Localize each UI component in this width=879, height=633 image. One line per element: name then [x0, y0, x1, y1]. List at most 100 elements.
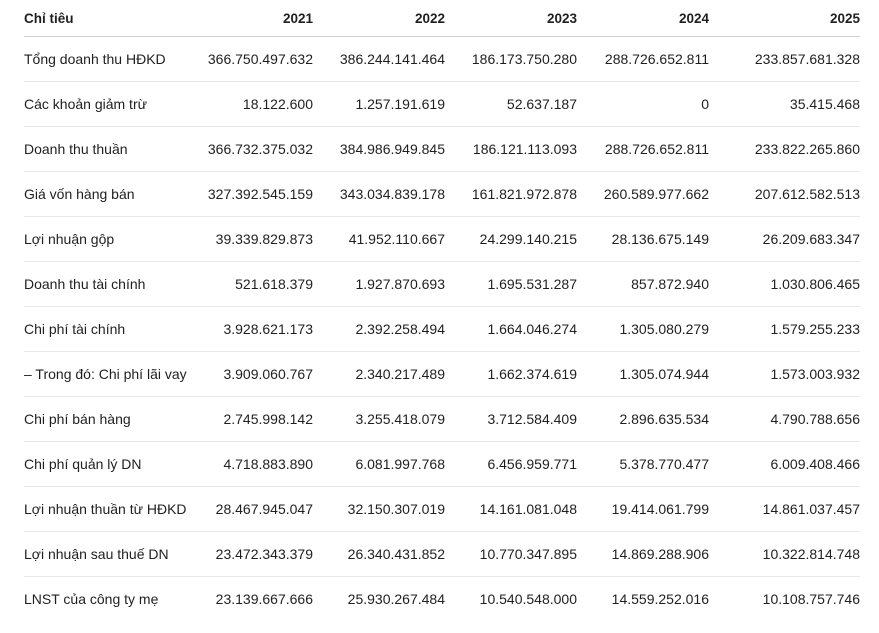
- value-cell: 10.108.757.746: [762, 591, 860, 607]
- value-cell: 26.209.683.347: [709, 216, 860, 262]
- value-cell: 521.618.379: [190, 261, 313, 307]
- label-cell: LNST của công ty mẹ: [24, 591, 159, 607]
- table-row: Lợi nhuận sau thuế DN 23.472.343.379 26.34…: [24, 531, 860, 577]
- value-cell: 19.414.061.799: [577, 486, 709, 532]
- table-row: Lợi nhuận thuần từ HĐKD 28.467.945.047 32.…: [24, 486, 860, 532]
- year-header: 2025: [709, 0, 860, 37]
- value-cell: 186.121.113.093: [445, 126, 577, 172]
- value-cell: 39.339.829.873: [190, 216, 313, 262]
- value-cell: 857.872.940: [577, 261, 709, 307]
- value-cell: 386.244.141.464: [313, 36, 445, 82]
- value-cell: 1.030.806.465: [709, 261, 860, 307]
- value-cell: 366.750.497.632: [190, 36, 313, 82]
- value-cell: 6.081.997.768: [313, 441, 445, 487]
- label-cell: Các khoản giảm trừ: [24, 81, 190, 127]
- value-cell: 28.136.675.149: [577, 216, 709, 262]
- value-cell: 2.745.998.142: [190, 396, 313, 442]
- table-head: Chỉ tiêu 2021 2022 2023 2024 2025: [24, 0, 860, 37]
- value-cell: 1.662.374.619: [445, 351, 577, 397]
- value-cell: 2.340.217.489: [313, 351, 445, 397]
- label-cell: Lợi nhuận gộp: [24, 216, 190, 262]
- table-row: Chi phí bán hàng 2.745.998.142 3.255.418.0…: [24, 396, 860, 442]
- label-cell: Giá vốn hàng bán: [24, 171, 190, 217]
- label-cell: Chi phí bán hàng: [24, 396, 190, 442]
- year-header: 2024: [577, 0, 709, 37]
- value-cell: 384.986.949.845: [313, 126, 445, 172]
- label-cell: Chi phí quản lý DN: [24, 441, 190, 487]
- value-cell: 4.718.883.890: [190, 441, 313, 487]
- table-row: Doanh thu tài chính 521.618.379 1.927.870.…: [24, 261, 860, 307]
- value-cell: 18.122.600: [190, 81, 313, 127]
- value-cell: 28.467.945.047: [190, 486, 313, 532]
- value-cell: 2.392.258.494: [313, 306, 445, 352]
- value-cell: 14.559.252.016: [611, 591, 709, 607]
- value-cell: 207.612.582.513: [709, 171, 860, 217]
- value-cell: 41.952.110.667: [313, 216, 445, 262]
- value-cell: 343.034.839.178: [313, 171, 445, 217]
- value-cell: 35.415.468: [709, 81, 860, 127]
- value-cell: 23.472.343.379: [190, 531, 313, 577]
- value-cell: 32.150.307.019: [313, 486, 445, 532]
- value-cell: 10.322.814.748: [709, 531, 860, 577]
- label-cell: – Trong đó: Chi phí lãi vay: [24, 351, 190, 397]
- value-cell: 0: [577, 81, 709, 127]
- table-row: Lợi nhuận gộp 39.339.829.873 41.952.110.66…: [24, 216, 860, 262]
- value-cell: 3.909.060.767: [190, 351, 313, 397]
- value-cell: 366.732.375.032: [190, 126, 313, 172]
- label-cell: Doanh thu thuần: [24, 126, 190, 172]
- value-cell: 3.255.418.079: [313, 396, 445, 442]
- table-row: Doanh thu thuần 366.732.375.032 384.986.94…: [24, 126, 860, 172]
- value-cell: 288.726.652.811: [577, 126, 709, 172]
- header-row: Chỉ tiêu 2021 2022 2023 2024 2025: [24, 0, 860, 37]
- year-header: 2022: [313, 0, 445, 37]
- value-cell: 1.305.080.279: [577, 306, 709, 352]
- value-cell: 1.927.870.693: [313, 261, 445, 307]
- value-cell: 5.378.770.477: [577, 441, 709, 487]
- value-cell: 1.579.255.233: [709, 306, 860, 352]
- value-cell: 327.392.545.159: [190, 171, 313, 217]
- label-cell: Tổng doanh thu HĐKD: [24, 36, 190, 82]
- data-table: Chỉ tiêu 2021 2022 2023 2024 2025 Tổng doanh …: [24, 0, 860, 621]
- value-cell: 4.790.788.656: [709, 396, 860, 442]
- value-cell: 233.857.681.328: [709, 36, 860, 82]
- value-cell: 6.456.959.771: [445, 441, 577, 487]
- value-cell: 52.637.187: [445, 81, 577, 127]
- value-cell: 14.869.288.906: [577, 531, 709, 577]
- value-cell: 14.161.081.048: [445, 486, 577, 532]
- label-cell: Lợi nhuận thuần từ HĐKD: [24, 486, 190, 532]
- label-cell: Chi phí tài chính: [24, 306, 190, 352]
- value-cell: 2.896.635.534: [577, 396, 709, 442]
- value-cell: 10.540.548.000: [479, 591, 577, 607]
- value-cell: 186.173.750.280: [445, 36, 577, 82]
- value-cell: 288.726.652.811: [577, 36, 709, 82]
- value-cell: 25.930.267.484: [347, 591, 445, 607]
- table-row: Các khoản giảm trừ 18.122.600 1.257.191.61…: [24, 81, 860, 127]
- value-cell: 26.340.431.852: [313, 531, 445, 577]
- value-cell: 24.299.140.215: [445, 216, 577, 262]
- table-body: Tổng doanh thu HĐKD 366.750.497.632 386.24…: [24, 36, 860, 622]
- label-cell: Lợi nhuận sau thuế DN: [24, 531, 190, 577]
- table-row: Giá vốn hàng bán 327.392.545.159 343.034.8…: [24, 171, 860, 217]
- table-row: – Trong đó: Chi phí lãi vay 3.909.060.767…: [24, 351, 860, 397]
- value-cell: 1.257.191.619: [313, 81, 445, 127]
- value-cell: 1.305.074.944: [577, 351, 709, 397]
- year-header: 2023: [445, 0, 577, 37]
- value-cell: 14.861.037.457: [709, 486, 860, 532]
- value-cell: 3.928.621.173: [190, 306, 313, 352]
- value-cell: 1.573.003.932: [709, 351, 860, 397]
- value-cell: 233.822.265.860: [709, 126, 860, 172]
- value-cell: 1.695.531.287: [445, 261, 577, 307]
- value-cell: 23.139.667.666: [215, 591, 313, 607]
- table-row: Chi phí tài chính 3.928.621.173 2.392.258.…: [24, 306, 860, 352]
- table-row: Tổng doanh thu HĐKD 366.750.497.632 386.24…: [24, 36, 860, 82]
- label-header: Chỉ tiêu: [24, 0, 190, 37]
- value-cell: 260.589.977.662: [577, 171, 709, 217]
- value-cell: 1.664.046.274: [445, 306, 577, 352]
- table-row: LNST của công ty mẹ 23.139.667.666 25.930.…: [24, 577, 860, 622]
- table-row: Chi phí quản lý DN 4.718.883.890 6.081.997…: [24, 441, 860, 487]
- value-cell: 161.821.972.878: [445, 171, 577, 217]
- year-header: 2021: [190, 0, 313, 37]
- value-cell: 3.712.584.409: [445, 396, 577, 442]
